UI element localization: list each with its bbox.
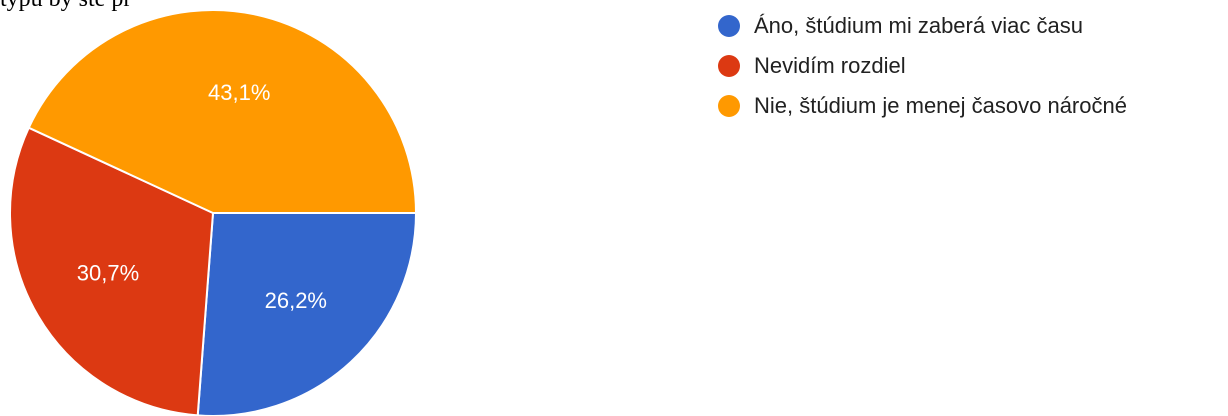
slice-nie-percent-label: 43,1% — [208, 80, 270, 105]
legend-swatch-ano — [718, 15, 740, 37]
slice-nevidim-percent-label: 30,7% — [77, 260, 139, 285]
pie-chart: 26,2% 30,7% 43,1% — [9, 9, 418, 416]
cropped-question-text: typu by ste pr — [0, 0, 131, 13]
legend-swatch-nie — [718, 95, 740, 117]
slice-ano-percent-label: 26,2% — [265, 288, 327, 313]
legend-label-nie: Nie, štúdium je menej časovo náročné — [754, 93, 1127, 118]
legend-item-ano[interactable]: Áno, štúdium mi zaberá viac času — [718, 6, 1127, 46]
legend-swatch-nevidim — [718, 55, 740, 77]
chart-legend: Áno, štúdium mi zaberá viac času Nevidím… — [718, 6, 1127, 126]
legend-item-nevidim[interactable]: Nevidím rozdiel — [718, 46, 1127, 86]
legend-label-nevidim: Nevidím rozdiel — [754, 53, 906, 78]
legend-label-ano: Áno, štúdium mi zaberá viac času — [754, 13, 1083, 38]
slice-ano[interactable] — [196, 212, 418, 416]
slice-nie[interactable] — [27, 9, 418, 214]
legend-item-nie[interactable]: Nie, štúdium je menej časovo náročné — [718, 86, 1127, 126]
slice-nevidim[interactable] — [9, 126, 215, 416]
